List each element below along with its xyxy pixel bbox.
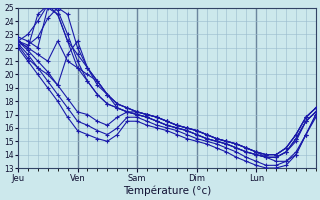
X-axis label: Température (°c): Température (°c) xyxy=(123,185,211,196)
